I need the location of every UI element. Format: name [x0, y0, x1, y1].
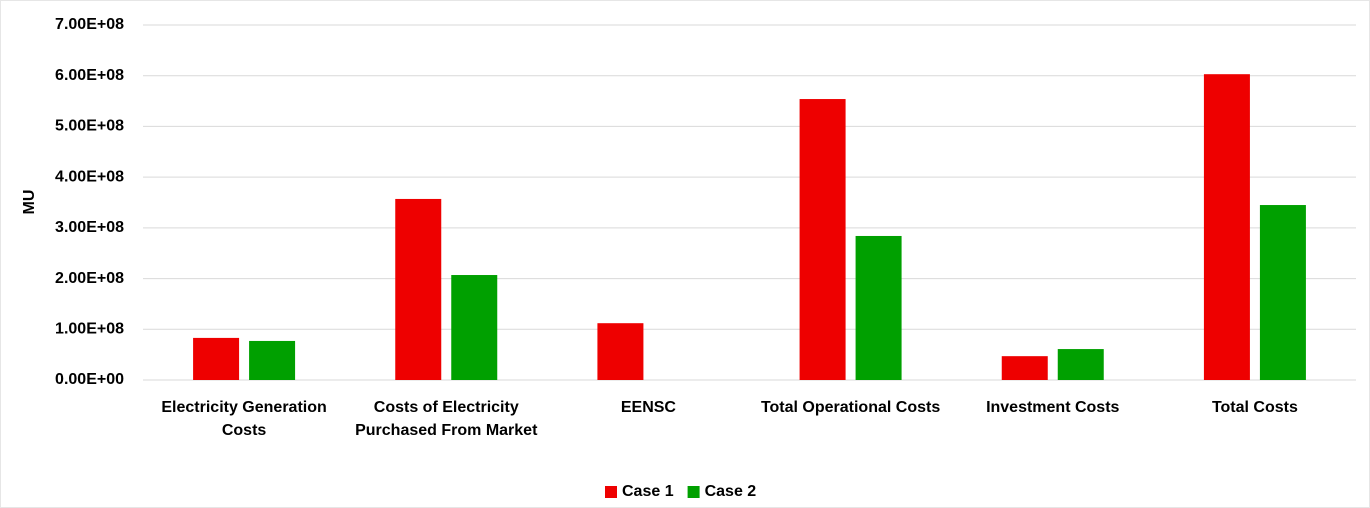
x-tick-label: Electricity Generation Costs [161, 399, 327, 439]
y-tick-label: 6.00E+08 [55, 67, 124, 84]
y-tick-label: 4.00E+08 [55, 168, 124, 185]
bar [799, 99, 846, 381]
bar [1001, 356, 1048, 380]
legend-swatch [687, 486, 700, 498]
y-tick-label: 2.00E+08 [55, 270, 124, 287]
bar [1057, 349, 1104, 380]
bar [451, 275, 498, 380]
bar [1203, 74, 1250, 380]
x-tick-label: EENSC [620, 399, 676, 416]
x-tick-label: Total Costs [1211, 399, 1298, 416]
y-tick-label: 5.00E+08 [55, 118, 124, 135]
x-tick-label: Costs of Electricity Purchased From Mark… [355, 399, 538, 439]
bar [597, 323, 644, 380]
y-tick-label: 1.00E+08 [55, 321, 124, 338]
bar [249, 340, 296, 380]
legend-label: Case 2 [705, 483, 757, 500]
y-tick-label: 0.00E+00 [55, 371, 124, 388]
bar [855, 235, 902, 380]
x-tick-label: Investment Costs [986, 399, 1120, 416]
bar [1259, 205, 1306, 380]
y-axis-label: MU [21, 190, 38, 215]
x-tick-label: Total Operational Costs [760, 399, 941, 416]
legend-label: Case 1 [622, 483, 674, 500]
y-tick-label: 7.00E+08 [55, 16, 124, 33]
bar [193, 337, 240, 380]
bar [395, 198, 442, 380]
legend-swatch [605, 486, 617, 498]
y-tick-label: 3.00E+08 [55, 219, 124, 236]
